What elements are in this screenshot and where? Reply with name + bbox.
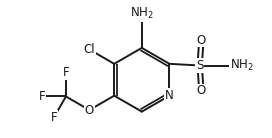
Text: F: F <box>63 66 69 79</box>
Text: NH$_2$: NH$_2$ <box>130 6 154 21</box>
Text: Cl: Cl <box>84 43 95 56</box>
Text: O: O <box>85 104 94 116</box>
Text: O: O <box>197 84 206 97</box>
Text: F: F <box>51 111 57 124</box>
Text: F: F <box>39 90 45 103</box>
Text: S: S <box>196 59 203 72</box>
Text: N: N <box>165 89 174 102</box>
Text: NH$_2$: NH$_2$ <box>230 58 254 73</box>
Text: O: O <box>197 34 206 47</box>
